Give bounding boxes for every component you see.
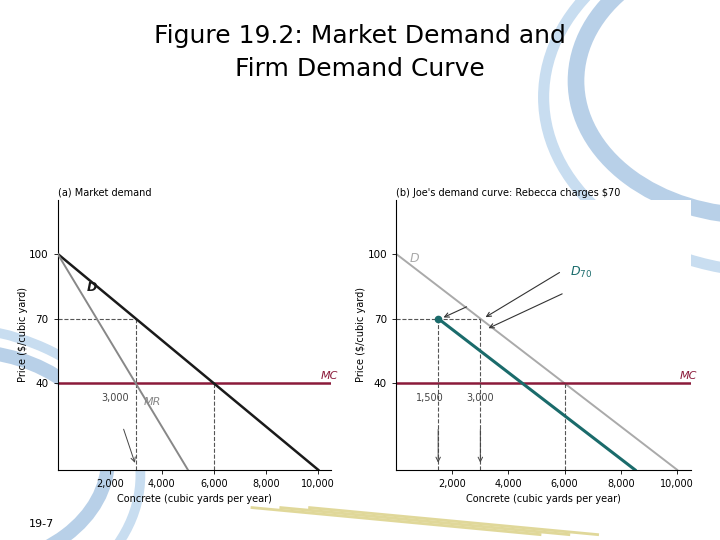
- Text: MR: MR: [143, 397, 161, 407]
- Text: D: D: [410, 252, 420, 266]
- Text: $D_{70}$: $D_{70}$: [570, 265, 593, 280]
- Text: D: D: [86, 280, 96, 294]
- Y-axis label: Price ($/cubic yard): Price ($/cubic yard): [17, 287, 27, 382]
- X-axis label: Concrete (cubic yards per year): Concrete (cubic yards per year): [466, 495, 621, 504]
- Text: Figure 19.2: Market Demand and: Figure 19.2: Market Demand and: [154, 24, 566, 48]
- Text: 1,500: 1,500: [416, 393, 444, 403]
- Text: (a) Market demand: (a) Market demand: [58, 187, 151, 198]
- Text: MC: MC: [680, 371, 698, 381]
- Text: MC: MC: [321, 371, 338, 381]
- Text: 19-7: 19-7: [29, 519, 54, 529]
- Text: Firm Demand Curve: Firm Demand Curve: [235, 57, 485, 80]
- Text: 3,000: 3,000: [467, 393, 494, 403]
- Y-axis label: Price ($/cubic yard): Price ($/cubic yard): [356, 287, 366, 382]
- Text: 3,000: 3,000: [101, 393, 129, 403]
- X-axis label: Concrete (cubic yards per year): Concrete (cubic yards per year): [117, 495, 272, 504]
- Text: (b) Joe's demand curve: Rebecca charges $70: (b) Joe's demand curve: Rebecca charges …: [396, 187, 621, 198]
